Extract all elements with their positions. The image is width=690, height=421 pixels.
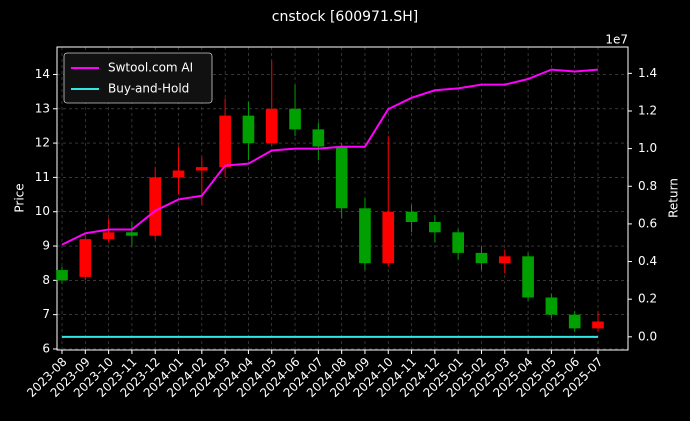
y2-tick-label: 1.2	[638, 103, 657, 117]
candle-body	[102, 232, 115, 240]
candle-body	[289, 108, 301, 130]
candle-body	[196, 167, 208, 171]
legend-label: Swtool.com AI	[108, 61, 193, 75]
y-tick-label: 7	[42, 307, 50, 321]
series-line	[61, 68, 599, 246]
candle-body	[219, 115, 231, 168]
candle-body	[335, 146, 348, 209]
candle-body	[79, 239, 92, 277]
y2-tick-label: 0.6	[638, 216, 657, 230]
y2-tick-label: 1.4	[638, 66, 657, 80]
y-tick-label: 14	[35, 67, 50, 81]
y-tick-label: 8	[42, 273, 50, 287]
y-tick-label: 6	[42, 341, 50, 355]
y-tick-label: 10	[35, 204, 50, 218]
y-tick-label: 12	[35, 136, 50, 150]
candle-body	[522, 256, 534, 298]
legend-label: Buy-and-Hold	[108, 82, 189, 96]
y-tick-label: 9	[42, 239, 50, 253]
y2-tick-label: 0.8	[638, 179, 657, 193]
y2-tick-label: 1.0	[638, 141, 657, 155]
y-axis-label: Price	[13, 183, 27, 212]
candle-body	[405, 211, 418, 223]
candle-body	[592, 321, 604, 329]
candle-body	[172, 170, 185, 178]
legend-box	[63, 52, 213, 104]
y2-tick-label: 0.0	[638, 329, 657, 343]
candle-body	[545, 297, 558, 315]
y2-tick-label: 0.4	[638, 254, 657, 268]
candle-body	[312, 129, 325, 147]
candle-body	[475, 252, 488, 264]
candle-body	[498, 256, 511, 264]
y2-axis-label: Return	[667, 178, 681, 218]
y2-tick-label: 0.2	[638, 292, 657, 306]
candle-body	[359, 208, 371, 264]
candle-body	[429, 222, 441, 233]
candle-body	[56, 270, 68, 281]
candle-body	[242, 115, 255, 144]
chart-title: cnstock [600971.SH]	[272, 9, 418, 25]
y-tick-label: 11	[35, 170, 50, 184]
y-tick-label: 13	[35, 101, 50, 115]
candle-body	[452, 232, 464, 253]
candle-body	[126, 232, 138, 236]
candle-body	[149, 177, 162, 236]
candle-body	[265, 108, 278, 144]
plot-frame	[56, 46, 629, 351]
candle-body	[568, 314, 581, 329]
y2-offset-label: 1e7	[605, 33, 628, 47]
candle-body	[382, 211, 395, 264]
